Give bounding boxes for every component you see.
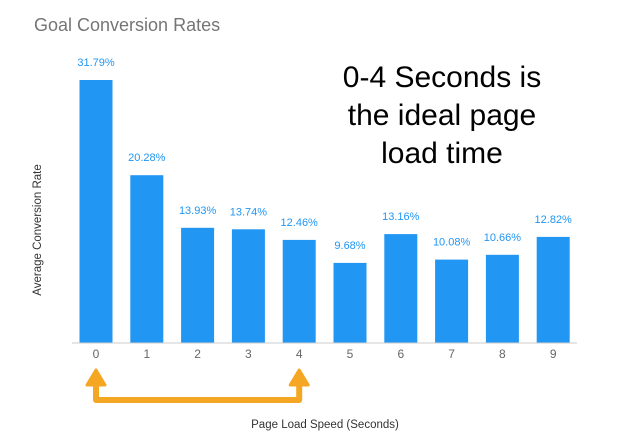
- x-tick-3: 3: [245, 347, 252, 361]
- x-tick-0: 0: [93, 347, 100, 361]
- x-tick-5: 5: [347, 347, 354, 361]
- bar-7: [435, 259, 469, 343]
- x-tick-8: 8: [499, 347, 506, 361]
- callout-line-1: 0-4 Seconds is: [343, 61, 541, 94]
- data-label-6: 13.16%: [382, 211, 420, 223]
- bar-3: [231, 229, 265, 343]
- data-label-1: 20.28%: [128, 152, 166, 164]
- y-axis-title: Average Conversion Rate: [32, 164, 44, 295]
- x-tick-9: 9: [550, 347, 557, 361]
- data-label-2: 13.93%: [179, 205, 217, 217]
- bar-5: [333, 262, 367, 343]
- data-label-5: 9.68%: [334, 240, 365, 252]
- x-tick-7: 7: [448, 347, 455, 361]
- bar-0: [79, 80, 113, 343]
- data-label-7: 10.08%: [433, 237, 471, 249]
- x-tick-group: 0 1 2 3 4 5 6 7 8 9: [93, 347, 557, 361]
- ideal-range-bracket: [85, 368, 310, 403]
- data-label-8: 10.66%: [484, 232, 522, 244]
- bar-8: [485, 254, 519, 343]
- bracket-arrow-right: [288, 368, 310, 387]
- bar-2: [181, 227, 215, 343]
- data-label-4: 12.46%: [281, 217, 319, 229]
- x-axis-title: Page Load Speed (Seconds): [251, 419, 399, 431]
- data-label-group: 31.79% 20.28% 13.93% 13.74% 12.46% 9.68% 13.16…: [77, 57, 572, 252]
- data-label-0: 31.79%: [77, 57, 115, 69]
- chart-title: Goal Conversion Rates: [34, 15, 220, 35]
- bar-9: [536, 236, 570, 343]
- x-tick-1: 1: [143, 347, 150, 361]
- bar-group: [79, 80, 570, 343]
- bar-1: [130, 175, 164, 343]
- bracket-arrow-left: [85, 368, 107, 387]
- data-label-9: 12.82%: [535, 214, 573, 226]
- bar-4: [282, 239, 316, 343]
- x-tick-2: 2: [194, 347, 201, 361]
- bar-6: [384, 234, 418, 343]
- x-tick-4: 4: [296, 347, 303, 361]
- data-label-3: 13.74%: [230, 206, 268, 218]
- callout-line-3: load time: [381, 137, 503, 170]
- callout-line-2: the ideal page: [348, 99, 537, 132]
- x-tick-6: 6: [397, 347, 404, 361]
- bracket-line: [93, 377, 303, 403]
